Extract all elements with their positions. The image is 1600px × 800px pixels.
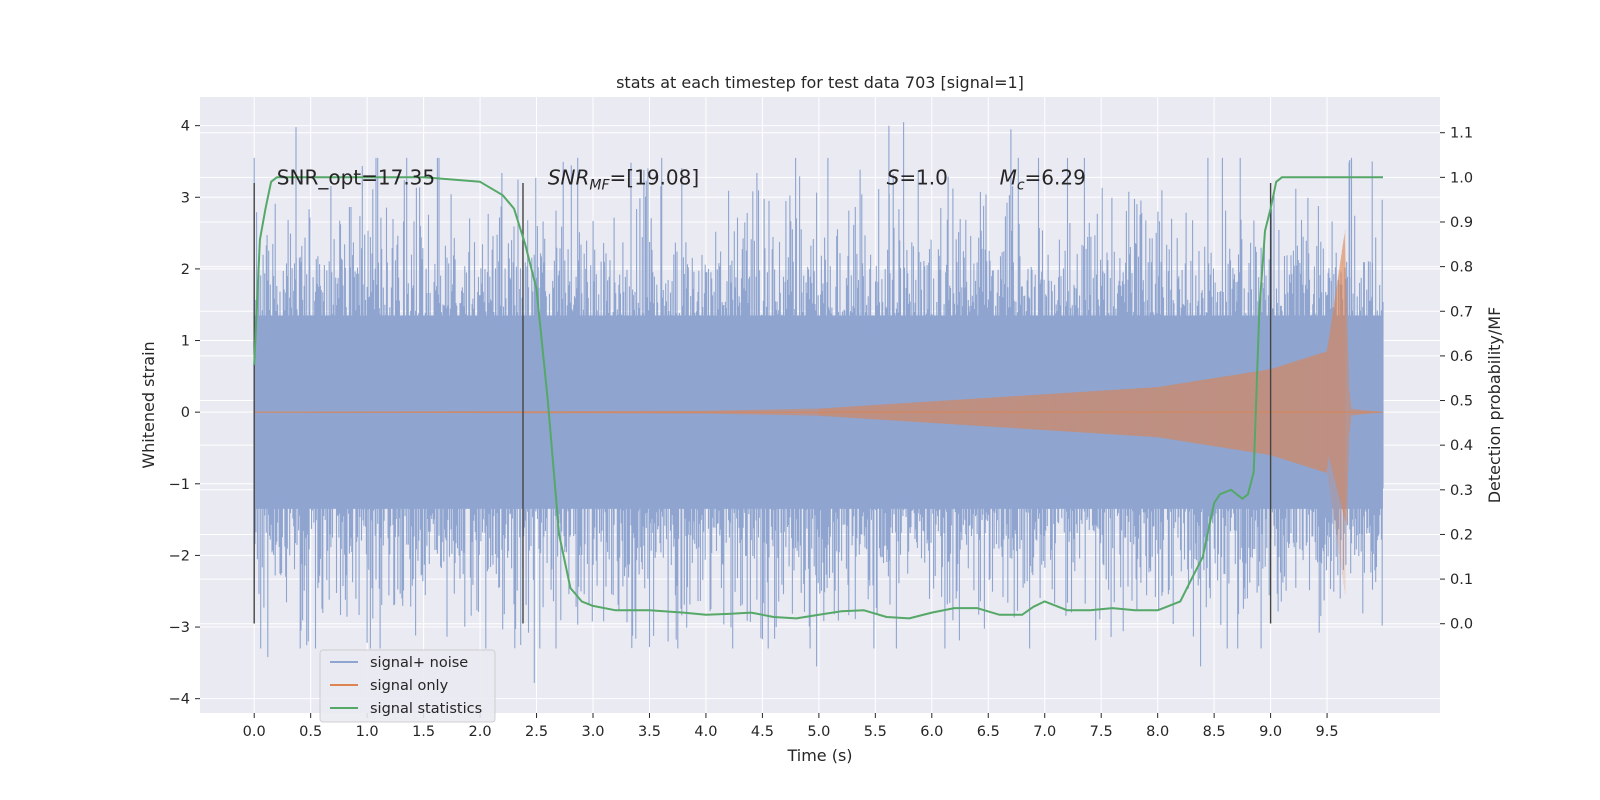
x-tick-label-7: 3.5	[638, 724, 661, 740]
y-right-tick-label-5: 0.6	[1450, 349, 1473, 365]
y-axis-label-left: Whitened strain	[139, 341, 158, 468]
x-tick-label-1: 0.5	[299, 724, 322, 740]
statistics-series	[253, 176, 1383, 620]
annotation-3: Mc=6.29	[1000, 165, 1086, 193]
y-right-tick-label-1: 1.0	[1450, 170, 1473, 186]
x-tick-label-16: 8.0	[1146, 724, 1169, 740]
y-left-tick-label-3: 1	[181, 334, 190, 350]
x-tick-label-8: 4.0	[694, 724, 717, 740]
y-right-tick-label-3: 0.8	[1450, 260, 1473, 276]
legend: signal+ noise signal only signal statist…	[319, 649, 496, 723]
x-tick-label-15: 7.5	[1090, 724, 1113, 740]
y-left-tick-label-1: 3	[181, 190, 190, 206]
y-right-tick-label-11: 0.0	[1450, 617, 1473, 633]
legend-label-noise: signal+ noise	[370, 655, 468, 671]
statistics-line	[253, 176, 1383, 620]
x-tick-label-18: 9.0	[1259, 724, 1282, 740]
annotation-2: S=1.0	[887, 165, 948, 189]
vertical-markers	[253, 182, 1272, 624]
x-tick-label-13: 6.5	[977, 724, 1000, 740]
x-tick-label-0: 0.0	[243, 724, 266, 740]
y-left-tick-label-4: 0	[181, 405, 190, 421]
x-tick-label-5: 2.5	[525, 724, 548, 740]
x-tick-label-6: 3.0	[581, 724, 604, 740]
x-tick-label-19: 9.5	[1316, 724, 1339, 740]
y-right-tick-label-10: 0.1	[1450, 572, 1473, 588]
x-tick-label-4: 2.0	[469, 724, 492, 740]
y-ticks-left: 4 3 2 1 0 −1 −2 −3 −4	[169, 119, 200, 708]
y-right-tick-label-8: 0.3	[1450, 483, 1473, 499]
x-tick-label-9: 4.5	[751, 724, 774, 740]
y-left-tick-label-6: −2	[169, 548, 190, 564]
y-right-tick-label-2: 0.9	[1450, 215, 1473, 231]
x-tick-label-10: 5.0	[807, 724, 830, 740]
y-left-tick-label-7: −3	[169, 620, 190, 636]
annotations: SNR_opt=17.35 SNRMF=[19.08] S=1.0 Mc=6.29	[277, 165, 1086, 193]
y-right-tick-label-7: 0.4	[1450, 438, 1473, 454]
x-ticks: 0.0 0.5 1.0 1.5 2.0 2.5 3.0 3.5 4.0 4.5 5.0 5.5 6.0 6…	[243, 713, 1339, 740]
x-tick-label-12: 6.0	[920, 724, 943, 740]
legend-label-signal: signal only	[370, 678, 449, 694]
x-tick-label-2: 1.0	[356, 724, 379, 740]
x-tick-label-17: 8.5	[1203, 724, 1226, 740]
y-right-tick-label-9: 0.2	[1450, 527, 1473, 543]
y-right-tick-label-0: 1.1	[1450, 126, 1473, 142]
signal-only-series	[254, 229, 1384, 595]
y-left-tick-label-5: −1	[169, 477, 190, 493]
x-tick-label-3: 1.5	[412, 724, 435, 740]
y-right-tick-label-6: 0.5	[1450, 394, 1473, 410]
y-left-tick-label-2: 2	[181, 262, 190, 278]
y-left-tick-label-8: −4	[169, 692, 190, 708]
x-axis-label: Time (s)	[786, 746, 852, 765]
y-ticks-right: 1.1 1.0 0.9 0.8 0.7 0.6 0.5 0.4 0.3 0.2 0.1 0.0	[1440, 126, 1473, 633]
legend-label-statistics: signal statistics	[370, 701, 482, 717]
legend-box	[319, 649, 496, 723]
x-tick-label-11: 5.5	[864, 724, 887, 740]
annotation-0: SNR_opt=17.35	[277, 165, 435, 189]
y-axis-label-right: Detection probability/MF	[1485, 307, 1504, 504]
y-left-tick-label-0: 4	[181, 119, 190, 135]
chart-title: stats at each timestep for test data 703…	[616, 73, 1024, 92]
x-tick-label-14: 7.0	[1033, 724, 1056, 740]
y-right-tick-label-4: 0.7	[1450, 304, 1473, 320]
annotation-1: SNRMF=[19.08]	[548, 165, 699, 193]
